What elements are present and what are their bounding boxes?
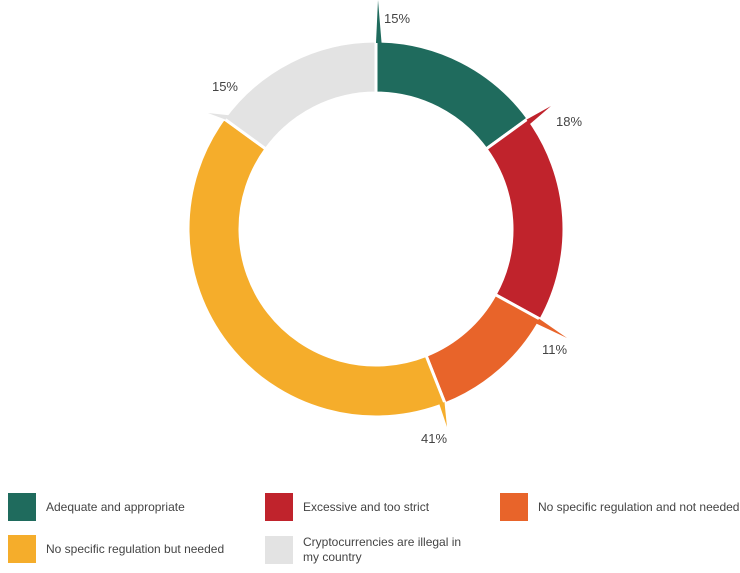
legend-item-adequate: Adequate and appropriate (8, 493, 185, 521)
legend-item-illegal: Cryptocurrencies are illegal in my count… (265, 535, 463, 565)
legend-swatch (265, 493, 293, 521)
percentage-label: 15% (384, 11, 410, 26)
legend-item-excessive: Excessive and too strict (265, 493, 429, 521)
donut-slice (374, 39, 531, 152)
donut-slice (424, 292, 543, 406)
donut-slice (186, 116, 448, 419)
legend-swatch (8, 535, 36, 563)
donut-slice (483, 116, 566, 322)
leader-line (526, 106, 551, 125)
leader-line (536, 318, 567, 338)
legend-item-not-needed: No specific regulation and not needed (500, 493, 739, 521)
legend-swatch (500, 493, 528, 521)
donut-slices (186, 39, 566, 419)
leader-line (439, 401, 447, 427)
legend-swatch (265, 536, 293, 564)
legend-item-needed: No specific regulation but needed (8, 535, 224, 563)
percentage-label: 15% (212, 79, 238, 94)
leader-lines (208, 0, 567, 427)
legend-label: No specific regulation but needed (46, 541, 225, 556)
donut-chart: 15% 18% 11% 41% 15% (186, 0, 582, 446)
legend-label: Adequate and appropriate (46, 499, 185, 514)
percentage-label: 11% (542, 342, 567, 357)
percentage-label: 41% (421, 431, 447, 446)
leader-line (376, 0, 382, 44)
legend-label: No specific regulation and not needed (538, 499, 740, 514)
percentage-labels: 15% 18% 11% 41% 15% (212, 11, 582, 446)
legend-label: Excessive and too strict (303, 499, 430, 514)
legend-swatch (8, 493, 36, 521)
legend-label: Cryptocurrencies are illegal in my count… (303, 535, 462, 564)
percentage-label: 18% (556, 114, 582, 129)
leader-line (208, 113, 229, 120)
donut-slice (221, 39, 378, 152)
